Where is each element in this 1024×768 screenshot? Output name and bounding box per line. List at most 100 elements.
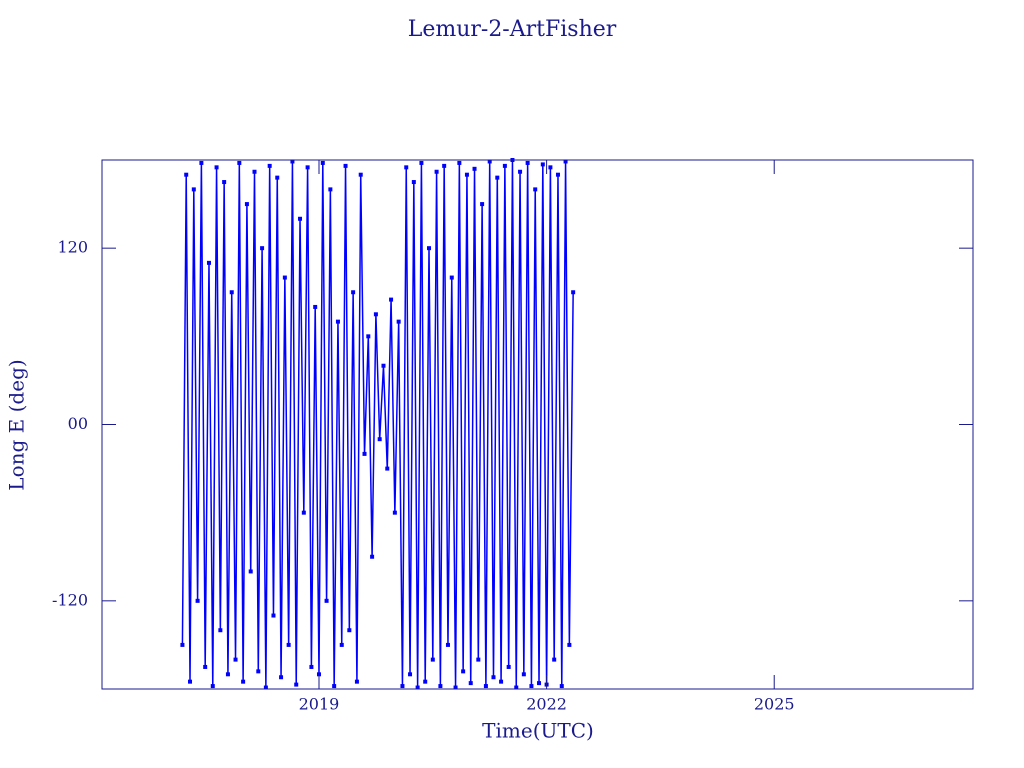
data-point [548, 165, 553, 170]
data-point [335, 319, 340, 324]
data-point [392, 510, 397, 515]
y-axis-label: Long E (deg) [5, 359, 29, 490]
data-point [343, 163, 348, 168]
data-point [263, 685, 268, 690]
x-tick-label: 2025 [754, 695, 795, 714]
data-point [188, 679, 193, 684]
data-point [210, 684, 215, 689]
y-tick-label: 120 [57, 238, 88, 257]
data-point [328, 187, 333, 192]
data-point [195, 598, 200, 603]
data-point [533, 187, 538, 192]
data-point [389, 297, 394, 302]
data-point [499, 679, 504, 684]
data-point [411, 180, 416, 185]
data-point [408, 672, 413, 677]
data-point [373, 312, 378, 317]
data-point [180, 642, 185, 647]
data-point [419, 160, 424, 165]
data-point [377, 437, 382, 442]
x-tick-label: 2022 [526, 695, 567, 714]
data-point [540, 162, 545, 167]
data-point [351, 290, 356, 295]
data-point [521, 672, 526, 677]
data-point [449, 275, 454, 280]
data-point [476, 657, 481, 662]
plot-area [180, 158, 576, 690]
data-point [354, 679, 359, 684]
data-point [237, 160, 242, 165]
data-point [286, 642, 291, 647]
data-point [514, 685, 519, 690]
data-point [518, 169, 523, 174]
data-point [457, 160, 462, 165]
y-tick-label: 00 [68, 414, 88, 433]
data-point [483, 684, 488, 689]
data-point [241, 679, 246, 684]
chart-title: Lemur-2-ArtFisher [408, 17, 617, 42]
data-point [487, 159, 492, 164]
data-point [555, 172, 560, 177]
data-point [282, 275, 287, 280]
data-point [252, 169, 257, 174]
data-point [430, 657, 435, 662]
data-point [301, 510, 306, 515]
data-point [400, 684, 405, 689]
data-point [495, 175, 500, 180]
data-point [480, 202, 485, 207]
data-point [218, 628, 223, 633]
data-point [445, 642, 450, 647]
data-point [290, 159, 295, 164]
data-point [347, 628, 352, 633]
data-point [203, 664, 208, 669]
data-point [233, 657, 238, 662]
data-point [184, 172, 189, 177]
data-point [423, 679, 428, 684]
data-point [434, 169, 439, 174]
data-point [396, 319, 401, 324]
data-point [244, 202, 249, 207]
data-point [267, 163, 272, 168]
data-point [464, 172, 469, 177]
data-point [332, 684, 337, 689]
data-point [214, 165, 219, 170]
data-point [385, 466, 390, 471]
data-point [275, 175, 280, 180]
data-point [502, 163, 507, 168]
data-point [442, 163, 447, 168]
data-point [427, 246, 432, 251]
data-line [181, 159, 574, 688]
data-point [461, 669, 466, 674]
data-point [191, 187, 196, 192]
data-point [529, 684, 534, 689]
data-point [567, 642, 572, 647]
data-point [320, 160, 325, 165]
data-point [438, 684, 443, 689]
data-point [298, 216, 303, 221]
data-point [404, 165, 409, 170]
data-point [537, 681, 542, 686]
data-point [370, 554, 375, 559]
data-point [415, 685, 420, 690]
data-point [222, 180, 227, 185]
data-point [313, 304, 318, 309]
data-point [206, 260, 211, 265]
data-point [199, 160, 204, 165]
data-point [491, 675, 496, 680]
data-point [362, 451, 367, 456]
data-point [381, 363, 386, 368]
data-point [260, 246, 265, 251]
data-point [552, 657, 557, 662]
x-tick-label: 2019 [299, 695, 340, 714]
data-point [571, 290, 576, 295]
data-point [366, 334, 371, 339]
data-point [305, 165, 310, 170]
data-point [525, 160, 530, 165]
data-point [271, 613, 276, 618]
data-point [559, 684, 564, 689]
y-tick-label: -120 [52, 590, 88, 609]
data-point [324, 598, 329, 603]
data-point [294, 682, 299, 687]
data-point [453, 685, 458, 690]
